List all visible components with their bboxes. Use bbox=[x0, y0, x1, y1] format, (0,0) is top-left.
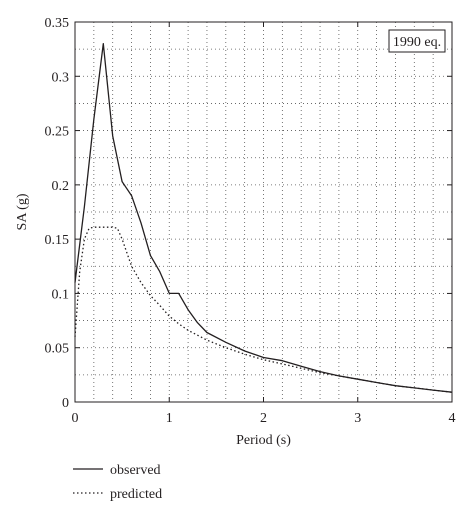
x-axis-label: Period (s) bbox=[236, 433, 291, 448]
y-tick-label: 0.3 bbox=[52, 70, 70, 85]
y-tick-label: 0.35 bbox=[45, 16, 70, 31]
legend-label-observed: observed bbox=[110, 463, 161, 478]
y-tick-label: 0.1 bbox=[52, 287, 70, 302]
y-tick-label: 0.25 bbox=[45, 125, 70, 140]
tick-labels: 0 1 2 3 4 0 0.05 0.1 0.15 0.2 0.25 0.3 0.35 bbox=[45, 16, 456, 426]
y-axis-label: SA (g) bbox=[15, 193, 30, 230]
y-tick-label: 0.2 bbox=[52, 179, 70, 194]
annotation-text: 1990 eq. bbox=[393, 35, 441, 50]
legend: observed predicted bbox=[73, 463, 162, 502]
annotation-box-frame bbox=[388, 29, 446, 53]
grid bbox=[75, 22, 452, 402]
series-line-predicted bbox=[74, 226, 453, 393]
ticks bbox=[74, 21, 453, 403]
x-tick-label: 2 bbox=[260, 411, 267, 426]
x-tick-label: 1 bbox=[166, 411, 173, 426]
series-layer bbox=[74, 43, 453, 393]
y-tick-label: 0 bbox=[62, 396, 69, 411]
x-tick-label: 3 bbox=[354, 411, 361, 426]
legend-label-predicted: predicted bbox=[110, 487, 162, 502]
x-tick-label: 4 bbox=[449, 411, 456, 426]
annotation-box: 1990 eq. bbox=[388, 29, 446, 53]
y-tick-label: 0.05 bbox=[45, 342, 70, 357]
series-line-observed bbox=[74, 43, 453, 393]
x-tick-label: 0 bbox=[72, 411, 79, 426]
y-tick-label: 0.15 bbox=[45, 233, 70, 248]
